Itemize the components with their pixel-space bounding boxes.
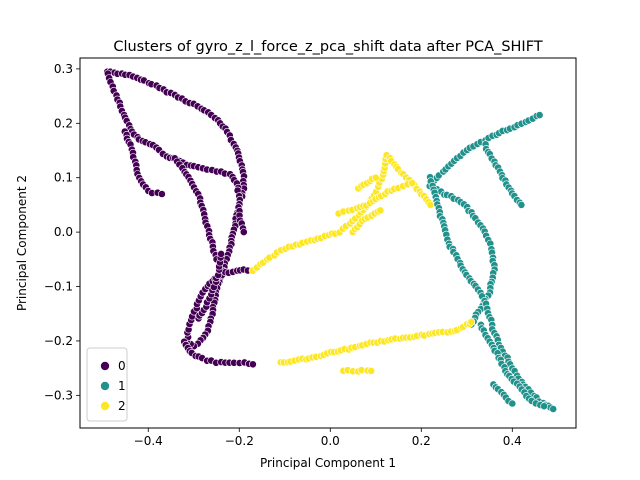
y-tick-label: 0.2 — [54, 116, 73, 130]
y-tick-label: 0.1 — [54, 171, 73, 185]
x-tick-label: −0.2 — [225, 434, 254, 448]
cluster-1-point — [508, 399, 517, 408]
legend-marker — [100, 381, 110, 391]
x-tick-label: −0.4 — [134, 434, 163, 448]
y-tick-label: −0.3 — [44, 388, 73, 402]
x-tick-label: 0.0 — [321, 434, 340, 448]
data-points — [103, 67, 558, 413]
cluster-0-point — [248, 360, 257, 369]
y-tick-label: −0.2 — [44, 334, 73, 348]
x-axis-label: Principal Component 1 — [260, 456, 396, 470]
legend-marker — [100, 361, 110, 371]
y-tick-label: 0.3 — [54, 62, 73, 76]
cluster-1-point — [535, 111, 544, 119]
cluster-0-point — [157, 190, 166, 198]
chart-title: Clusters of gyro_z_l_force_z_pca_shift d… — [113, 39, 542, 55]
cluster-2-point — [426, 200, 435, 209]
legend-label: 0 — [118, 359, 126, 373]
y-tick-label: −0.1 — [44, 280, 73, 294]
legend-marker — [100, 401, 110, 411]
cluster-2-point — [376, 206, 385, 215]
cluster-0-point — [217, 249, 225, 258]
y-axis-label: Principal Component 2 — [15, 175, 29, 311]
cluster-1-point — [540, 402, 548, 411]
cluster-1-point — [549, 405, 558, 413]
x-tick-label: 0.4 — [503, 434, 522, 448]
x-tick-label: 0.2 — [412, 434, 431, 448]
cluster-1-point — [517, 200, 526, 209]
legend-label: 1 — [118, 379, 126, 393]
x-axis-ticks: −0.4 −0.2 0.0 0.2 0.4 — [134, 428, 522, 448]
cluster-2-point — [367, 366, 376, 375]
cluster-2-point — [467, 317, 476, 326]
y-axis-ticks: −0.3 −0.2 −0.1 0.0 0.1 0.2 0.3 — [44, 62, 80, 402]
legend: 0 1 2 — [86, 347, 128, 422]
plot-frame — [79, 57, 577, 429]
cluster-2-point — [371, 173, 380, 182]
legend-label: 2 — [118, 399, 126, 413]
cluster-0-point — [239, 228, 248, 236]
y-tick-label: 0.0 — [54, 225, 73, 239]
cluster-2-point — [408, 179, 417, 187]
